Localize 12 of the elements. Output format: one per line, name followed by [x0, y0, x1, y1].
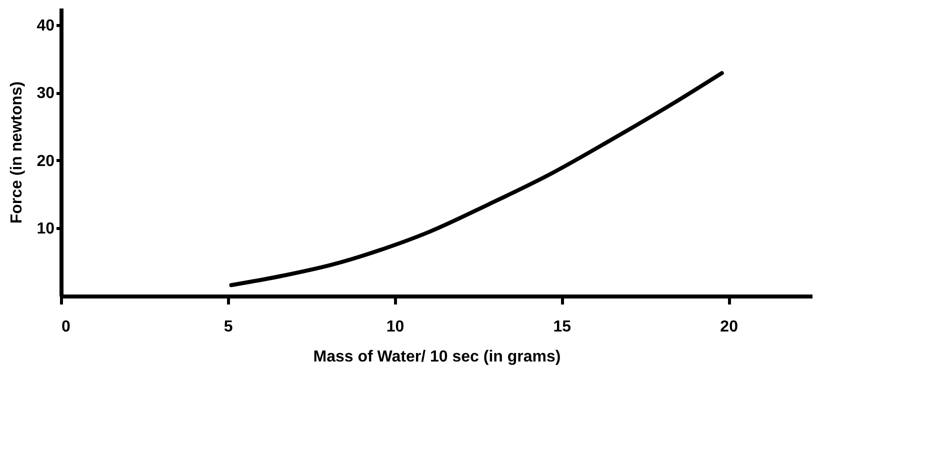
x-tick-label: 20: [720, 318, 738, 336]
line-series: [229, 71, 724, 288]
x-tick-label: 10: [386, 318, 404, 336]
x-tick-label: 0: [62, 318, 70, 336]
y-tick-label: 30: [36, 85, 55, 102]
y-axis-title: Force (in newtons): [8, 81, 26, 224]
x-axis-title: Mass of Water/ 10 sec (in grams): [313, 348, 561, 366]
x-tick-label: 15: [553, 318, 572, 336]
y-tick-label: 20: [36, 152, 55, 170]
y-tick-label: 10: [36, 220, 55, 238]
x-tick-label: 5: [224, 318, 233, 336]
y-tick-label: 40: [36, 17, 55, 34]
